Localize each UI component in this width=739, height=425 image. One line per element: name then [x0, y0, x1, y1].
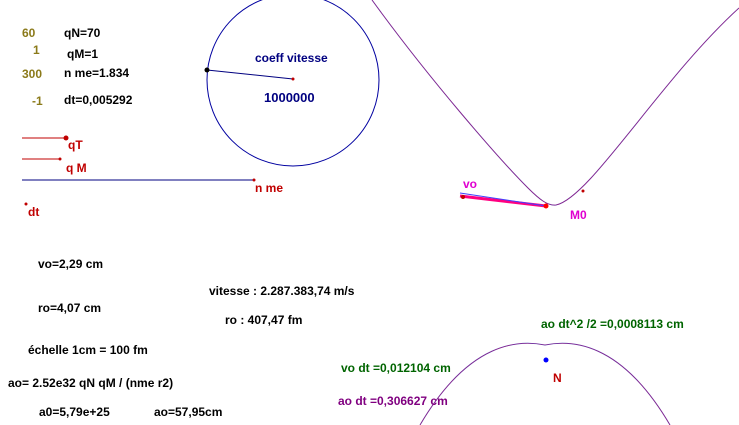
velocity-vector-tip[interactable]: [461, 195, 465, 199]
point-M0-label: M0: [570, 208, 587, 222]
speed-coefficient-center: [291, 77, 295, 81]
velocity-label: vo: [463, 177, 478, 191]
result-speed: vitesse : 2.287.383,74 m/s: [209, 284, 355, 298]
speed-coefficient-value: 1000000: [264, 90, 315, 105]
slider-dt-label: dt: [28, 205, 40, 219]
param-value-1: 60: [22, 26, 36, 40]
slider-qM-label: q M: [66, 161, 87, 175]
speed-coefficient-handle[interactable]: [204, 67, 210, 73]
result-vo-dt: vo dt =0,012104 cm: [341, 361, 451, 375]
speed-coefficient-title: coeff vitesse: [255, 51, 328, 65]
param-value-2: 1: [33, 43, 40, 57]
param-value-4: -1: [32, 94, 43, 108]
trajectory-curve: [371, 0, 739, 206]
param-label-qM: qM=1: [67, 47, 99, 61]
speed-coefficient-circle: [206, 0, 380, 167]
slider-qM-handle[interactable]: [58, 157, 62, 161]
result-ao-cm: ao=57,95cm: [154, 405, 223, 419]
point-M0[interactable]: [543, 203, 549, 209]
result-ro-fm: ro : 407,47 fm: [225, 313, 303, 327]
result-vo: vo=2,29 cm: [38, 257, 104, 271]
acceleration-parabola: [419, 342, 671, 425]
param-label-nme: n me=1.834: [64, 66, 130, 80]
slider-nme-label: n me: [255, 181, 284, 195]
result-ao-dt: ao dt =0,306627 cm: [338, 394, 448, 408]
param-value-3: 300: [22, 67, 43, 81]
slider-qT-label: qT: [68, 138, 83, 152]
result-ao-dt2: ao dt^2 /2 =0,0008113 cm: [541, 317, 684, 331]
param-label-qN: qN=70: [64, 26, 101, 40]
slider-qT-handle[interactable]: [63, 135, 69, 141]
param-label-dt: dt=0,005292: [64, 93, 133, 107]
result-ro: ro=4,07 cm: [38, 301, 102, 315]
result-a0: a0=5,79e+25: [39, 405, 110, 419]
point-N-label: N: [553, 371, 562, 385]
point-N[interactable]: [543, 357, 549, 363]
trajectory-point: [581, 189, 585, 193]
slider-dt-handle[interactable]: [24, 202, 28, 206]
result-acceleration-formula: ao= 2.52e32 qN qM / (nme r2): [8, 376, 174, 390]
result-scale: échelle 1cm = 100 fm: [28, 343, 148, 357]
speed-coefficient-radius: [206, 69, 294, 80]
slider-nme-handle[interactable]: [252, 178, 256, 182]
